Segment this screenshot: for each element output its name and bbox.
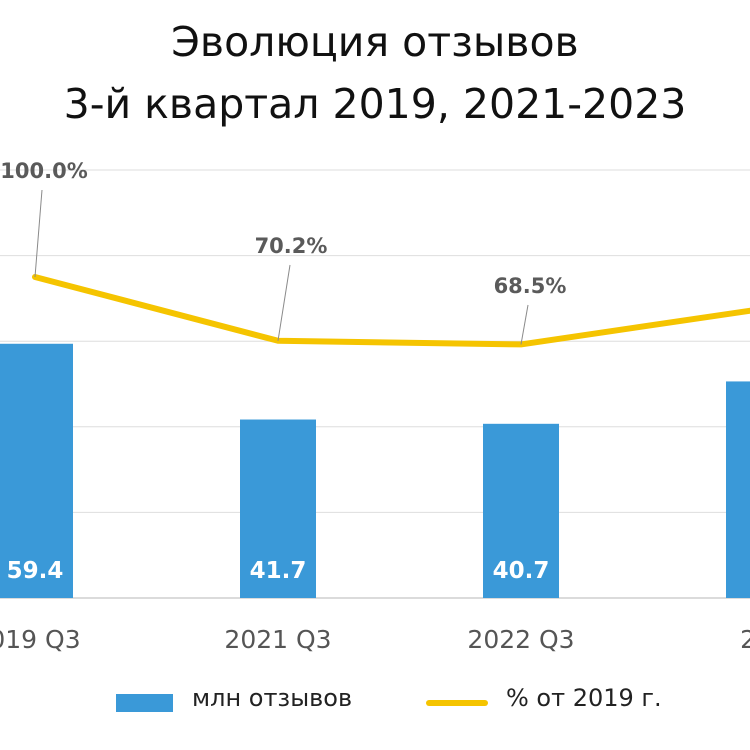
leader-line (520, 304, 529, 345)
line-series-percent (32, 274, 750, 348)
bar-value-label: 41.7 (250, 558, 307, 584)
line-value-label: 70.2% (255, 234, 328, 258)
chart-title-line-1: Эволюция отзывов (171, 18, 579, 66)
leader-line (34, 189, 43, 278)
bar-value-label: 40.7 (493, 558, 550, 584)
line-value-label: 68.5% (494, 274, 567, 298)
legend-label-line: % от 2019 г. (506, 684, 662, 712)
line-value-label: 100.0% (0, 159, 87, 183)
chart-title-line-2: 3-й квартал 2019, 2021-2023 (63, 80, 687, 128)
x-tick-label: 2022 Q3 (467, 625, 574, 654)
legend-label-bars: млн отзывов (192, 684, 353, 712)
x-tick-label: 2021 Q3 (224, 625, 331, 654)
legend-swatch-line (426, 700, 488, 706)
bar-2021-q3 (240, 419, 316, 598)
bar-2023-q3 (726, 381, 750, 598)
legend-swatch-bars (116, 694, 173, 712)
bar-2019-q3 (0, 343, 73, 598)
bar-2022-q3 (483, 423, 559, 598)
x-tick-label: 202 (740, 625, 750, 654)
x-tick-label: 019 Q3 (0, 625, 81, 654)
bar-value-label: 59.4 (7, 558, 64, 584)
leader-line (277, 264, 291, 341)
chart-legend: млн отзывов % от 2019 г. (0, 680, 750, 720)
